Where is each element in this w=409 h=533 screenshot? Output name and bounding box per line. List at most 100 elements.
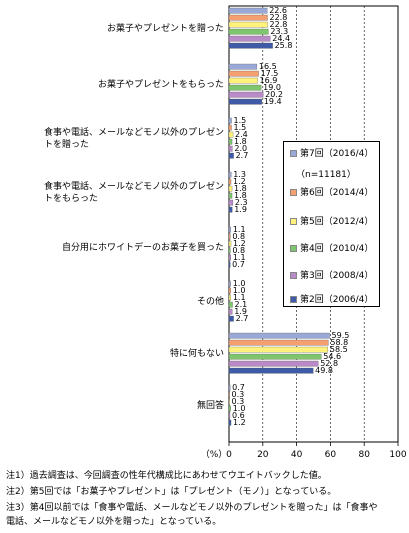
data-label-c4-s5: 0.7: [232, 260, 245, 269]
data-label-c3-s1: 1.2: [233, 177, 246, 186]
x-tick-label-100: 100: [389, 450, 406, 460]
footnote-2: 注2）第5回では「お菓子やプレゼント」は「プレゼント（モノ）」となっている。: [6, 487, 337, 497]
category-label-0-line-0: お菓子やプレゼントを贈った: [106, 24, 224, 34]
data-label-c3-s3: 1.8: [234, 191, 247, 200]
data-label-c6-s4: 52.8: [320, 359, 338, 368]
bar-c4-s5: [228, 261, 231, 268]
bar-c1-s2: [228, 77, 258, 84]
bar-c4-s2: [228, 240, 232, 247]
data-label-c2-s5: 2.7: [236, 151, 249, 160]
legend-swatch-2014: [290, 189, 297, 196]
data-label-c1-s0: 16.5: [259, 62, 277, 71]
footnote-4: 電話、メールなどモノ以外を贈った」となっている。: [6, 517, 222, 527]
data-label-c0-s3: 23.3: [270, 27, 288, 36]
legend-label-2016: 第7回（2016/4）: [300, 149, 374, 159]
legend-label-2010: 第4回（2010/4）: [300, 244, 374, 254]
legend-item-2014: 第6回（2014/4）: [290, 185, 373, 198]
bar-c3-s3: [228, 192, 233, 199]
bar-c1-s1: [228, 70, 259, 77]
bar-c1-s0: [228, 63, 258, 70]
legend-sample-size: （n=11181）: [296, 170, 356, 180]
data-label-c5-s5: 2.7: [236, 314, 249, 323]
legend-label-2008: 第3回（2008/4）: [300, 271, 374, 281]
bar-c4-s0: [228, 226, 232, 233]
data-label-c5-s1: 1.0: [233, 286, 246, 295]
data-label-c3-s0: 1.3: [233, 170, 246, 179]
bar-c5-s5: [228, 315, 234, 322]
data-label-c7-s4: 0.6: [232, 411, 245, 420]
bar-c3-s4: [228, 199, 234, 206]
category-label-7: 無回答: [197, 400, 224, 412]
data-label-c1-s2: 16.9: [260, 76, 278, 85]
bar-c5-s1: [228, 287, 231, 294]
data-label-c2-s4: 2.0: [234, 144, 247, 153]
bar-c4-s3: [228, 247, 231, 254]
bar-c0-s5: [228, 42, 273, 49]
bar-c3-s2: [228, 185, 233, 192]
legend-swatch-2016: [290, 150, 297, 157]
legend-item-2016: 第7回（2016/4）: [290, 146, 373, 159]
data-label-c6-s0: 59.5: [332, 331, 350, 340]
category-label-5-line-0: その他: [196, 297, 224, 307]
category-label-1-line-0: お菓子やプレゼントをもらった: [97, 80, 224, 90]
data-label-c1-s3: 19.0: [263, 83, 281, 92]
bar-c7-s0: [228, 384, 231, 391]
bar-c1-s3: [228, 84, 262, 91]
data-label-c7-s2: 0.3: [232, 397, 245, 406]
data-label-c2-s1: 1.5: [234, 123, 247, 132]
bar-c5-s4: [228, 308, 233, 315]
bar-c6-s1: [228, 339, 329, 346]
data-label-c7-s5: 1.2: [233, 418, 246, 427]
data-label-c3-s2: 1.8: [234, 184, 247, 193]
bar-c0-s1: [228, 14, 268, 21]
category-label-3-line-0: 食事や電話、メールなどモノ以外のプレゼン: [43, 182, 224, 192]
bar-c5-s0: [228, 280, 231, 287]
data-label-c0-s4: 24.4: [272, 34, 290, 43]
x-tick-label-80: 80: [358, 450, 370, 460]
bar-c2-s3: [228, 138, 233, 145]
bar-c0-s2: [228, 21, 268, 28]
category-label-2-line-1: トを贈った: [43, 140, 89, 150]
data-label-c1-s4: 20.2: [265, 90, 283, 99]
bar-c0-s4: [228, 35, 271, 42]
bar-c6-s5: [228, 367, 314, 374]
data-label-c2-s0: 1.5: [234, 116, 247, 125]
bar-c0-s0: [228, 7, 268, 14]
bar-c7-s3: [228, 405, 231, 412]
bar-c2-s5: [228, 152, 234, 159]
bar-c3-s5: [228, 206, 233, 213]
category-label-7-line-0: 無回答: [196, 401, 224, 411]
category-label-3: 食事や電話、メールなどモノ以外のプレゼン トをもらった: [44, 181, 224, 205]
x-tick-label-0: 0: [226, 450, 232, 460]
data-label-c6-s3: 54.6: [323, 352, 341, 361]
bar-c1-s4: [228, 91, 264, 98]
bar-c7-s1: [228, 391, 230, 398]
legend-item-2010: 第4回（2010/4）: [290, 241, 373, 254]
x-tick-label-40: 40: [291, 450, 303, 460]
legend-item-2006: 第2回（2006/4）: [290, 292, 373, 305]
bar-c1-s5: [228, 98, 262, 105]
bar-c5-s3: [228, 301, 233, 308]
data-label-c3-s5: 1.9: [234, 205, 247, 214]
legend: 第7回（2016/4） （n=11181） 第6回（2014/4） 第5回（20…: [283, 141, 380, 307]
category-label-5: その他: [197, 296, 224, 308]
bar-c5-s2: [228, 294, 232, 301]
data-label-c4-s0: 1.1: [233, 225, 246, 234]
bar-c0-s3: [228, 28, 269, 35]
bar-c6-s3: [228, 353, 322, 360]
footnote-1: 注1）過去調査は、今回調査の性年代構成比にあわせてウエイトバックした値。: [6, 471, 327, 481]
data-label-c2-s2: 2.4: [235, 130, 248, 139]
category-label-4: 自分用にホワイトデーのお菓子を買った: [62, 242, 224, 254]
data-label-c1-s1: 17.5: [261, 69, 279, 78]
bar-c3-s1: [228, 178, 232, 185]
legend-swatch-2012: [290, 218, 297, 225]
category-label-6-line-0: 特に何もない: [169, 349, 224, 359]
data-label-c6-s5: 49.8: [315, 366, 333, 375]
bar-c2-s0: [228, 117, 232, 124]
category-label-0: お菓子やプレゼントを贈った: [107, 23, 224, 35]
data-label-c0-s0: 22.6: [269, 6, 287, 15]
bar-c2-s4: [228, 145, 233, 152]
data-label-c0-s1: 22.8: [270, 13, 288, 22]
data-label-c7-s0: 0.7: [232, 383, 245, 392]
legend-label-2006: 第2回（2006/4）: [300, 295, 374, 305]
